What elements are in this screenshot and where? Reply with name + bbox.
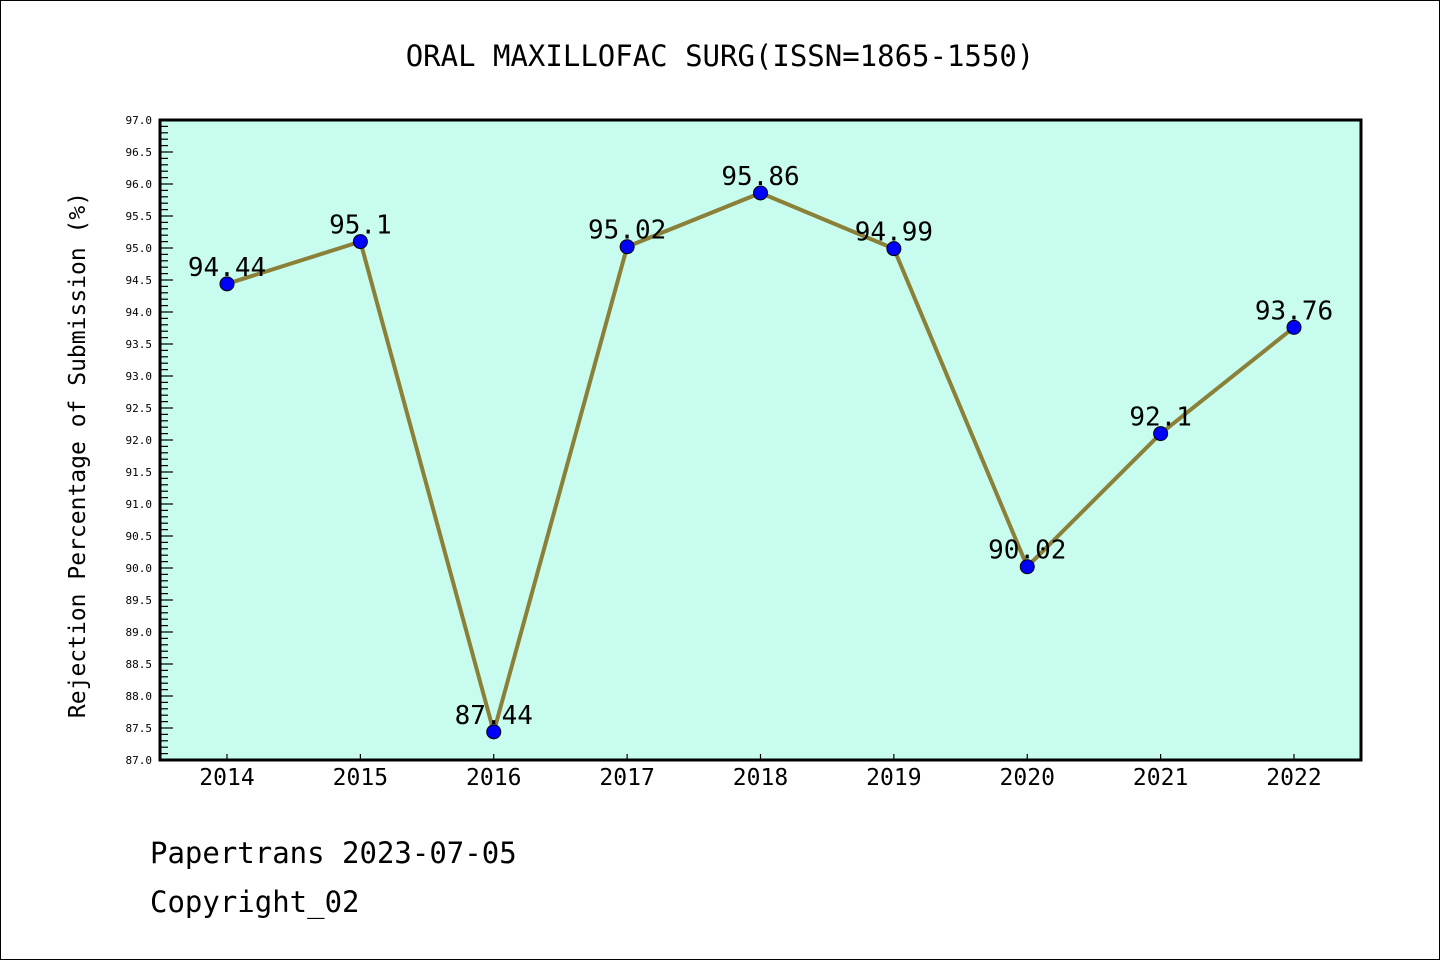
data-point <box>1019 559 1035 575</box>
x-tick-label: 2022 <box>1266 765 1321 791</box>
data-label: 95.86 <box>721 162 799 192</box>
data-point <box>486 724 502 740</box>
y-tick-label: 92.5 <box>126 402 153 415</box>
y-tick-label: 93.5 <box>126 338 153 351</box>
data-point <box>352 234 368 250</box>
plot-border <box>158 118 1363 762</box>
y-tick-label: 92.0 <box>126 434 153 447</box>
x-tick-label: 2014 <box>199 765 254 791</box>
x-tick-label: 2020 <box>1000 765 1055 791</box>
x-tick-label: 2015 <box>333 765 388 791</box>
y-tick-label: 96.5 <box>126 146 153 159</box>
data-point <box>886 241 902 257</box>
y-tick-label: 89.5 <box>126 594 153 607</box>
y-tick-label: 91.0 <box>126 498 153 511</box>
y-tick-label: 95.5 <box>126 210 153 223</box>
data-point <box>753 185 768 201</box>
y-tick-label: 97.0 <box>126 114 153 127</box>
data-point <box>1153 426 1169 442</box>
x-tick-label: 2019 <box>866 765 921 791</box>
y-tick-label: 94.5 <box>126 274 153 287</box>
y-axis-label: Rejection Percentage of Submission (%) <box>65 192 91 718</box>
data-label: 95.1 <box>329 211 392 241</box>
data-label: 93.76 <box>1255 296 1333 326</box>
data-label: 90.02 <box>988 536 1066 566</box>
footer-copyright: Copyright_02 <box>150 885 360 919</box>
data-label: 94.44 <box>188 253 266 283</box>
y-tick-label: 94.0 <box>126 306 153 319</box>
x-tick-label: 2018 <box>733 765 788 791</box>
y-tick-label: 88.0 <box>126 690 153 703</box>
y-tick-label: 87.5 <box>126 722 153 735</box>
y-tick-label: 89.0 <box>126 626 153 639</box>
y-tick-label: 93.0 <box>126 370 153 383</box>
data-label: 92.1 <box>1129 403 1192 433</box>
y-tick-label: 90.5 <box>126 530 153 543</box>
y-tick-label: 96.0 <box>126 178 153 191</box>
y-tick-label: 91.5 <box>126 466 153 479</box>
data-point <box>619 239 635 255</box>
data-label: 94.99 <box>855 218 933 248</box>
x-tick-label: 2021 <box>1133 765 1188 791</box>
footer-date: Papertrans 2023-07-05 <box>150 836 517 870</box>
x-tick-label: 2017 <box>599 765 654 791</box>
y-tick-label: 95.0 <box>126 242 153 255</box>
x-tick-label: 2016 <box>466 765 521 791</box>
y-tick-label: 90.0 <box>126 562 153 575</box>
y-tick-label: 88.5 <box>126 658 153 671</box>
y-tick-label: 87.0 <box>126 754 153 767</box>
data-point <box>1286 319 1302 335</box>
data-label: 87.44 <box>455 701 533 731</box>
chart-title: ORAL MAXILLOFAC SURG(ISSN=1865-1550) <box>406 39 1035 73</box>
data-label: 95.02 <box>588 216 666 246</box>
data-point <box>219 276 235 292</box>
